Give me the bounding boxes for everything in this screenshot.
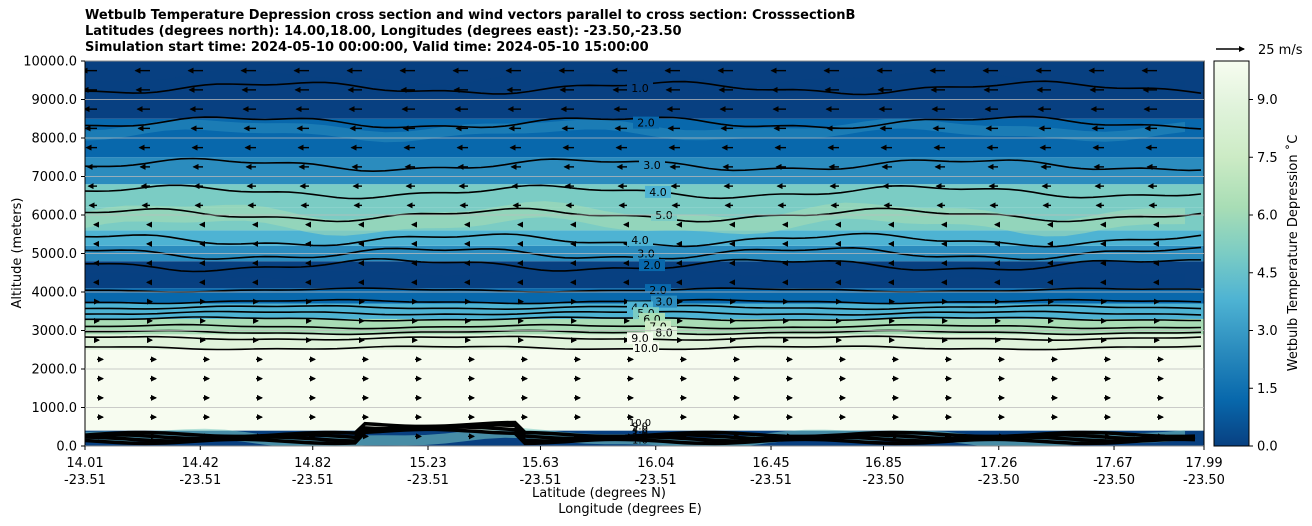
filled-contour-texture bbox=[85, 118, 1185, 143]
surface-contour-label: 1.0 bbox=[632, 436, 648, 447]
y-tick-label: 2000.0 bbox=[32, 363, 78, 378]
colorbar-label: Wetbulb Temperature Depression ˚C bbox=[1285, 135, 1301, 372]
y-tick-label: 6000.0 bbox=[32, 209, 78, 224]
x-tick-label-latitude: 16.04 bbox=[637, 456, 674, 471]
y-tick-label: 4000.0 bbox=[32, 286, 78, 301]
surface-contour-line bbox=[85, 427, 1196, 446]
contour-label: 3.0 bbox=[655, 296, 673, 309]
contour-label: 4.0 bbox=[649, 186, 667, 199]
contour-line bbox=[85, 287, 1202, 293]
contour-label: 8.0 bbox=[655, 326, 673, 339]
x-tick-label-latitude: 14.01 bbox=[66, 456, 103, 471]
x-tick-label-latitude: 17.99 bbox=[1185, 456, 1222, 471]
filled-contour-band bbox=[85, 184, 1204, 208]
x-tick-label-longitude: -23.51 bbox=[179, 473, 221, 488]
x-tick-label-latitude: 16.85 bbox=[865, 456, 902, 471]
x-tick-label-longitude: -23.50 bbox=[1183, 473, 1225, 488]
x-tick-label-longitude: -23.50 bbox=[978, 473, 1020, 488]
contour-label: 2.0 bbox=[637, 117, 655, 130]
surface-contour-label: 1.0 bbox=[632, 429, 648, 440]
y-axis-label: Altitude (meters) bbox=[10, 198, 25, 309]
x-tick-label-longitude: -23.51 bbox=[520, 473, 562, 488]
x-tick-label-latitude: 14.82 bbox=[294, 456, 331, 471]
contour-label-bg bbox=[639, 259, 665, 272]
contour-label-bg bbox=[627, 81, 653, 94]
contour-label-bg bbox=[633, 116, 659, 129]
contour-label: 5.0 bbox=[655, 209, 673, 222]
surface-contour-label: 10.0 bbox=[629, 418, 651, 429]
contour-line bbox=[85, 298, 1202, 305]
x-tick-label-latitude: 16.45 bbox=[752, 456, 789, 471]
colorbar-tick-label: 6.0 bbox=[1257, 209, 1278, 224]
contour-label-bg bbox=[627, 234, 653, 247]
surface-contour-label: 2.0 bbox=[632, 432, 648, 443]
contour-label-bg bbox=[651, 295, 677, 308]
colorbar-tick-label: 4.5 bbox=[1257, 266, 1278, 281]
contour-label: 2.0 bbox=[649, 284, 667, 297]
contour-line bbox=[85, 207, 1202, 223]
contour-label: 3.0 bbox=[643, 159, 661, 172]
contour-line bbox=[85, 184, 1202, 200]
x-axis-label-latitude: Latitude (degrees N) bbox=[532, 486, 666, 501]
contour-label-bg bbox=[645, 284, 671, 297]
colorbar-tick-label: 3.0 bbox=[1257, 324, 1278, 339]
contour-label: 3.0 bbox=[637, 248, 655, 261]
y-tick-label: 9000.0 bbox=[32, 93, 78, 108]
colorbar-tick-label: 7.5 bbox=[1257, 151, 1278, 166]
contour-label: 4.0 bbox=[631, 234, 649, 247]
y-tick-label: 5000.0 bbox=[32, 247, 78, 262]
y-tick-label: 0.0 bbox=[56, 440, 77, 455]
contour-label: 1.0 bbox=[631, 82, 649, 95]
wind-key-label: 25 m/s bbox=[1258, 43, 1303, 58]
contour-label: 2.0 bbox=[643, 259, 661, 272]
chart-title-line-1: Wetbulb Temperature Depression cross sec… bbox=[85, 8, 856, 23]
surface-contour-line bbox=[85, 425, 1196, 443]
colorbar-tick-label: 1.5 bbox=[1257, 382, 1278, 397]
x-tick-label-longitude: -23.51 bbox=[64, 473, 106, 488]
y-tick-label: 8000.0 bbox=[32, 132, 78, 147]
filled-contour-band bbox=[85, 349, 1204, 431]
colorbar-tick-label: 0.0 bbox=[1257, 440, 1278, 455]
contour-label-bg bbox=[651, 326, 677, 339]
y-tick-label: 10000.0 bbox=[23, 55, 77, 70]
x-tick-label-latitude: 17.67 bbox=[1095, 456, 1132, 471]
x-tick-label-longitude: -23.51 bbox=[635, 473, 677, 488]
chart-title-line-3: Simulation start time: 2024-05-10 00:00:… bbox=[85, 40, 649, 55]
contour-label: 10.0 bbox=[634, 342, 659, 355]
x-axis-label-longitude: Longitude (degrees E) bbox=[558, 502, 702, 517]
x-tick-label-latitude: 15.23 bbox=[409, 456, 446, 471]
contour-label-bg bbox=[645, 185, 671, 198]
colorbar bbox=[1213, 60, 1250, 447]
y-tick-label: 3000.0 bbox=[32, 324, 78, 339]
surface-contour-label: 4.0 bbox=[632, 425, 648, 436]
surface-contour-label: 9.0 bbox=[632, 422, 648, 433]
contour-label-bg bbox=[633, 341, 659, 354]
y-tick-label: 1000.0 bbox=[32, 401, 78, 416]
x-tick-label-longitude: -23.50 bbox=[863, 473, 905, 488]
contour-label-bg bbox=[639, 158, 665, 171]
x-tick-label-longitude: -23.50 bbox=[1093, 473, 1135, 488]
contour-label-bg bbox=[627, 332, 653, 345]
x-tick-label-longitude: -23.51 bbox=[750, 473, 792, 488]
colorbar-tick-label: 9.0 bbox=[1257, 93, 1278, 108]
x-tick-label-longitude: -23.51 bbox=[292, 473, 334, 488]
x-tick-label-latitude: 17.26 bbox=[980, 456, 1017, 471]
contour-line bbox=[85, 323, 1202, 330]
x-tick-label-latitude: 15.63 bbox=[522, 456, 559, 471]
y-tick-label: 7000.0 bbox=[32, 170, 78, 185]
x-tick-label-longitude: -23.51 bbox=[407, 473, 449, 488]
x-tick-label-latitude: 14.42 bbox=[182, 456, 219, 471]
chart-title-line-2: Latitudes (degrees north): 14.00,18.00, … bbox=[85, 24, 682, 39]
